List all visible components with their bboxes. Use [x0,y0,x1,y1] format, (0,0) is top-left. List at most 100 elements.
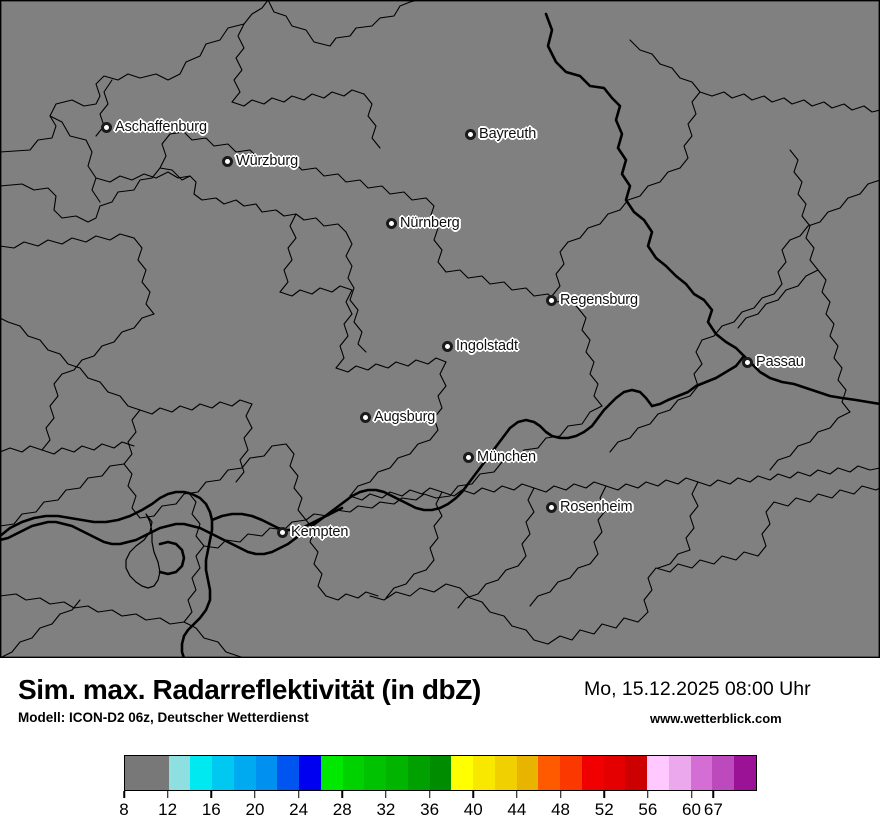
city-dot-icon [442,340,453,352]
colorbar-tick [166,791,169,798]
colorbar-band-54 [625,756,648,790]
colorbar-band-16 [212,756,234,790]
city-dot-icon [386,217,397,229]
city-dot-icon [742,356,753,368]
footer-panel: Sim. max. Radarreflektivität (in dbZ) Mo… [0,658,880,830]
colorbar-tick [472,791,474,798]
colorbar-band-46 [538,756,561,790]
city-marker-muenchen[interactable]: München [463,449,536,465]
colorbar-band-58 [668,756,691,790]
colorbar-band-60 [690,756,713,790]
city-marker-ingolstadt[interactable]: Ingolstadt [442,338,518,354]
colorbar-band-65 [734,756,756,790]
colorbar-tick [385,791,387,798]
city-marker-aschaffenburg[interactable]: Aschaffenburg [101,119,207,135]
colorbar-tick-label: 24 [289,800,309,819]
colorbar-tick-label: 36 [420,800,440,819]
city-label: Aschaffenburg [115,119,207,135]
city-marker-passau[interactable]: Passau [742,354,804,370]
city-dot-icon [465,128,476,140]
colorbar-band-24 [299,756,321,790]
city-marker-rosenheim[interactable]: Rosenheim [546,499,633,515]
colorbar-tick-labels: 8 12 16 20 24 28 32 36 40 44 48 52 56 60 67 [119,800,757,822]
colorbar-band-40 [473,756,495,790]
colorbar-tick-label: 48 [551,800,571,819]
colorbar-tick [690,791,693,798]
colorbar-tick-label: 56 [638,800,658,819]
colorbar-tick [428,791,431,798]
page-title: Sim. max. Radarreflektivität (in dbZ) [18,674,481,705]
colorbar-gradient [124,755,757,791]
colorbar-band-56 [647,756,669,790]
city-marker-wuerzburg[interactable]: Würzburg [222,153,298,169]
colorbar-tick-label: 60 [682,800,701,819]
colorbar-tick-label: 8 [119,800,129,819]
colorbar-tick [341,791,344,798]
colorbar-tick [210,791,213,798]
colorbar-band-28 [342,756,365,790]
city-dot-icon [546,501,557,513]
colorbar-tick-label: 12 [158,800,178,819]
colorbar-band-26 [320,756,343,790]
international-boundaries [0,12,880,658]
city-label: München [477,449,536,465]
colorbar-tick-label: 20 [245,800,265,819]
colorbar-band-48 [560,756,582,790]
colorbar-tick-label: 28 [332,800,352,819]
valid-time-label: Mo, 15.12.2025 08:00 Uhr [584,678,811,700]
colorbar-band-14 [190,756,213,790]
colorbar-band-32 [386,756,408,790]
colorbar-band-30 [364,756,387,790]
map-geometry [0,0,880,658]
colorbar-tick-label: 67 [703,800,723,819]
colorbar-band-52 [603,756,626,790]
city-dot-icon [546,294,557,306]
city-label: Passau [756,354,804,370]
colorbar-band-44 [516,756,539,790]
colorbar-tick [123,791,125,798]
colorbar-tick-label: 40 [463,800,483,819]
city-marker-regensburg[interactable]: Regensburg [546,292,638,308]
colorbar-band-22 [277,756,300,790]
colorbar-band-62 [712,756,735,790]
colorbar-tick [603,791,605,798]
city-dot-icon [101,121,112,133]
regional-boundaries [0,0,880,658]
colorbar-tick [254,791,256,798]
city-label: Ingolstadt [456,338,518,354]
city-dot-icon [463,451,474,463]
colorbar-legend[interactable]: 8 12 16 20 24 28 32 36 40 44 48 52 56 60 67 [119,755,757,819]
colorbar-band-42 [494,756,517,790]
colorbar-tick [647,791,649,798]
colorbar-band-20 [255,756,278,790]
colorbar-band-34 [407,756,430,790]
colorbar-band-18 [233,756,256,790]
city-dot-icon [222,155,233,167]
map-frame [0,0,880,658]
colorbar-tick [516,791,518,798]
city-label: Bayreuth [479,126,537,142]
city-label: Regensburg [560,292,638,308]
radar-map-panel[interactable]: Aschaffenburg Würzburg Bayreuth Nürnberg… [0,0,880,658]
colorbar-ticks [123,791,757,799]
city-dot-icon [360,411,371,423]
colorbar-band-36 [429,756,452,790]
colorbar-tick [712,791,715,798]
city-marker-kempten[interactable]: Kempten [277,524,348,540]
colorbar-band-8 [125,756,169,790]
city-label: Kempten [291,524,349,540]
colorbar-tick [559,791,562,798]
city-dot-icon [277,526,288,538]
city-label: Würzburg [236,153,299,169]
colorbar-band-50 [581,756,604,790]
city-marker-augsburg[interactable]: Augsburg [360,409,435,425]
city-marker-bayreuth[interactable]: Bayreuth [465,126,536,142]
colorbar-tick-label: 32 [376,800,396,819]
colorbar-tick [297,791,300,798]
colorbar-band-12 [168,756,191,790]
colorbar-tick-label: 16 [201,800,221,819]
colorbar-band-38 [451,756,474,790]
city-label: Rosenheim [560,499,633,515]
city-marker-nuernberg[interactable]: Nürnberg [386,215,460,231]
